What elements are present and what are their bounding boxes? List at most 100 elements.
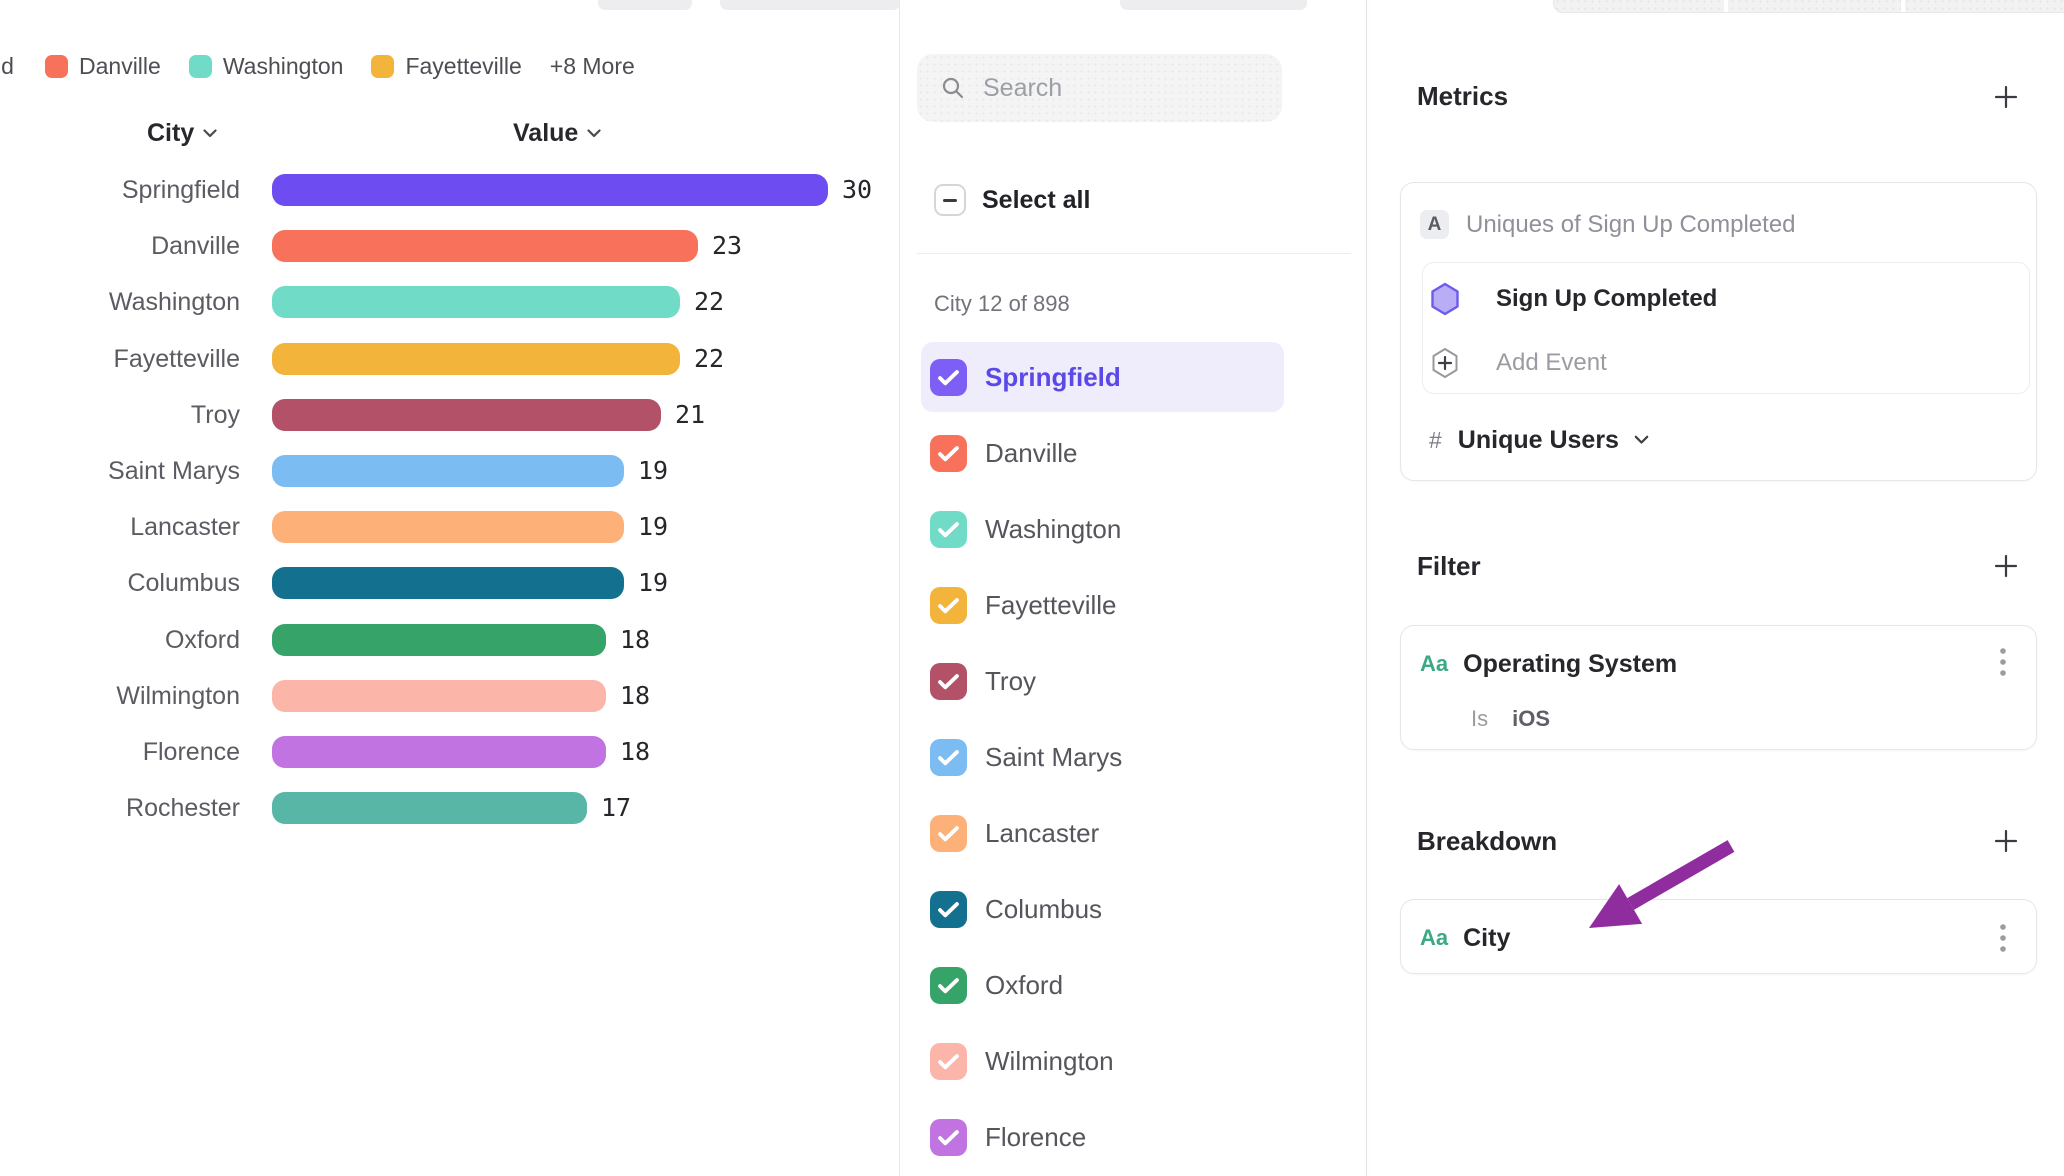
event-row[interactable]: Sign Up Completed: [1430, 280, 1717, 318]
city-list-item[interactable]: Saint Marys: [901, 722, 1367, 792]
plus-icon: [1994, 85, 2018, 109]
add-metric-button[interactable]: [1994, 85, 2018, 109]
bar-value-label: 18: [620, 737, 651, 766]
filter-clause-row[interactable]: Is iOS: [1471, 705, 1550, 733]
checkmark-icon: [938, 1130, 959, 1146]
legend-swatch-icon: [188, 54, 212, 78]
filter-property-row[interactable]: Aa Operating System: [1420, 647, 1677, 681]
chart-legend: ld Danville Washington Fayetteville +8 More: [0, 48, 899, 84]
column-header-value[interactable]: Value: [513, 116, 601, 150]
bar-category-label: Saint Marys: [108, 457, 240, 485]
bar[interactable]: [272, 567, 624, 599]
city-checkbox[interactable]: [930, 967, 967, 1004]
city-column-label: City: [147, 118, 195, 147]
city-name-label: Florence: [985, 1122, 1087, 1152]
chart-row: Fayetteville 22: [0, 331, 899, 387]
city-checkbox[interactable]: [930, 815, 967, 852]
bar-value-label: 19: [638, 512, 669, 541]
checkmark-icon: [938, 674, 959, 690]
metric-card: A Uniques of Sign Up Completed Sign Up C…: [1400, 182, 2037, 481]
bar-category-label: Washington: [108, 288, 240, 316]
metric-head-row[interactable]: A Uniques of Sign Up Completed: [1420, 210, 1796, 239]
city-list-item[interactable]: Danville: [901, 418, 1367, 488]
city-checkbox[interactable]: [930, 891, 967, 928]
bar-value-label: 19: [638, 456, 669, 485]
checkmark-icon: [938, 826, 959, 842]
legend-label: Fayetteville: [405, 52, 522, 79]
city-list-item[interactable]: Florence: [901, 1102, 1367, 1172]
breakdown-property-row[interactable]: Aa City: [1420, 921, 1510, 955]
bar[interactable]: [272, 399, 661, 431]
checkmark-icon: [938, 598, 959, 614]
cut-off-tab[interactable]: [720, 0, 900, 10]
city-checkbox[interactable]: [930, 739, 967, 776]
city-checkbox[interactable]: [930, 359, 967, 396]
bar-category-label: Lancaster: [130, 513, 240, 541]
cut-off-tab-group[interactable]: [1553, 0, 2064, 13]
filter-options-kebab[interactable]: [1988, 643, 2018, 681]
city-list-item[interactable]: Wilmington: [901, 1026, 1367, 1096]
list-divider: [917, 253, 1351, 254]
bar-category-label: Wilmington: [116, 682, 240, 710]
plus-icon: [1994, 829, 2018, 853]
bar-value-label: 23: [712, 231, 743, 260]
bar[interactable]: [272, 455, 624, 487]
add-filter-button[interactable]: [1994, 554, 2018, 578]
checkmark-icon: [938, 370, 959, 386]
measure-selector[interactable]: # Unique Users: [1429, 423, 1649, 457]
chart-row: Troy 21: [0, 387, 899, 443]
filter-property-name: Operating System: [1463, 649, 1678, 678]
city-checkbox[interactable]: [930, 587, 967, 624]
add-event-row[interactable]: Add Event: [1430, 344, 1607, 382]
column-header-city[interactable]: City: [147, 116, 217, 150]
add-event-hexagon-icon: [1432, 348, 1458, 378]
bar[interactable]: [272, 343, 680, 375]
city-list-item[interactable]: Lancaster: [901, 798, 1367, 868]
legend-label: Washington: [222, 52, 344, 79]
chevron-down-icon: [1634, 435, 1649, 444]
chart-row: Danville 23: [0, 218, 899, 274]
bar[interactable]: [272, 736, 606, 768]
bar[interactable]: [272, 286, 680, 318]
city-list-item[interactable]: Springfield: [901, 342, 1367, 412]
select-all-checkbox[interactable]: [934, 184, 966, 216]
kebab-icon: [2000, 648, 2006, 676]
city-checkbox[interactable]: [930, 1043, 967, 1080]
bar[interactable]: [272, 680, 606, 712]
city-list-item[interactable]: Troy: [901, 646, 1367, 716]
city-list-item[interactable]: Washington: [901, 494, 1367, 564]
city-name-label: Troy: [985, 666, 1037, 696]
legend-item[interactable]: Fayetteville: [371, 52, 522, 80]
bar-value-label: 18: [620, 681, 651, 710]
chevron-down-icon: [203, 128, 217, 137]
city-checkbox[interactable]: [930, 435, 967, 472]
bar[interactable]: [272, 511, 624, 543]
checkmark-icon: [938, 978, 959, 994]
city-list-item[interactable]: Oxford: [901, 950, 1367, 1020]
chart-row: Saint Marys 19: [0, 443, 899, 499]
plus-icon: [1994, 554, 2018, 578]
cut-off-tab[interactable]: [1120, 0, 1307, 10]
city-checkbox[interactable]: [930, 663, 967, 700]
legend-more-label[interactable]: +8 More: [549, 52, 635, 79]
cut-off-tab[interactable]: [598, 0, 692, 10]
city-checkbox[interactable]: [930, 511, 967, 548]
checkmark-icon: [938, 522, 959, 538]
search-input[interactable]: [983, 54, 1263, 122]
legend-item[interactable]: Washington: [188, 52, 344, 80]
city-checkbox[interactable]: [930, 1119, 967, 1156]
bar[interactable]: [272, 230, 698, 262]
city-list-item[interactable]: Columbus: [901, 874, 1367, 944]
add-breakdown-button[interactable]: [1994, 829, 2018, 853]
breakdown-options-kebab[interactable]: [1988, 919, 2018, 957]
legend-item-truncated[interactable]: ld: [0, 53, 14, 79]
bar[interactable]: [272, 624, 606, 656]
bar[interactable]: [272, 792, 587, 824]
bar[interactable]: [272, 174, 828, 206]
legend-item[interactable]: Danville: [45, 53, 161, 80]
city-name-label: Springfield: [985, 362, 1121, 392]
city-list-item[interactable]: Fayetteville: [901, 570, 1367, 640]
search-icon: [942, 77, 964, 99]
legend-swatch-icon: [371, 54, 395, 78]
